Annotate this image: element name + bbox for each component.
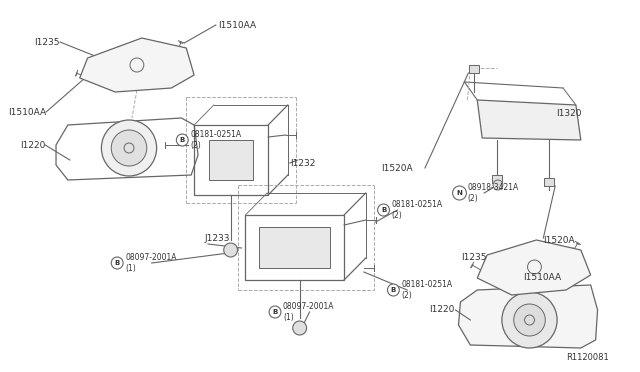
Text: I1320: I1320: [556, 109, 582, 118]
Text: 08181-0251A
(2): 08181-0251A (2): [392, 200, 442, 220]
Circle shape: [224, 243, 237, 257]
Polygon shape: [477, 240, 591, 295]
Polygon shape: [80, 38, 194, 92]
Polygon shape: [458, 285, 598, 348]
Circle shape: [502, 292, 557, 348]
Circle shape: [378, 204, 390, 216]
Circle shape: [177, 134, 188, 146]
Circle shape: [292, 321, 307, 335]
Text: 08097-2001A
(1): 08097-2001A (1): [125, 253, 177, 273]
Circle shape: [387, 284, 399, 296]
Text: I1510AA: I1510AA: [523, 273, 561, 282]
Circle shape: [514, 304, 545, 336]
Text: I1235: I1235: [35, 38, 60, 46]
Text: J1233: J1233: [204, 234, 230, 243]
Text: 08181-0251A
(2): 08181-0251A (2): [190, 130, 241, 150]
Text: B: B: [273, 309, 278, 315]
Text: I1520A: I1520A: [381, 164, 413, 173]
Bar: [544, 178, 554, 186]
Bar: [492, 175, 502, 183]
Text: B: B: [115, 260, 120, 266]
Circle shape: [101, 120, 157, 176]
Text: I1520A: I1520A: [543, 235, 575, 244]
Circle shape: [269, 306, 281, 318]
Text: 08181-0251A
(2): 08181-0251A (2): [401, 280, 452, 300]
Bar: [469, 65, 479, 73]
Text: I1510AA: I1510AA: [8, 108, 46, 116]
Text: B: B: [391, 287, 396, 293]
Bar: [245, 215, 344, 280]
Text: 08097-2001A
(1): 08097-2001A (1): [283, 302, 335, 322]
Circle shape: [493, 180, 503, 190]
Text: I1232: I1232: [290, 158, 315, 167]
Text: I1235: I1235: [461, 253, 487, 263]
Bar: [259, 227, 330, 268]
Circle shape: [111, 130, 147, 166]
Text: R1120081: R1120081: [566, 353, 609, 362]
Circle shape: [111, 257, 123, 269]
Text: I1220: I1220: [20, 141, 45, 150]
Text: B: B: [381, 207, 386, 213]
Text: I1510AA: I1510AA: [218, 20, 256, 29]
Bar: [209, 140, 253, 180]
Text: B: B: [180, 137, 185, 143]
Circle shape: [452, 186, 467, 200]
Bar: [194, 125, 268, 195]
Polygon shape: [477, 100, 581, 140]
Text: I1220: I1220: [429, 305, 454, 314]
Text: 08918-3421A
(2): 08918-3421A (2): [467, 183, 518, 203]
Text: N: N: [456, 190, 463, 196]
